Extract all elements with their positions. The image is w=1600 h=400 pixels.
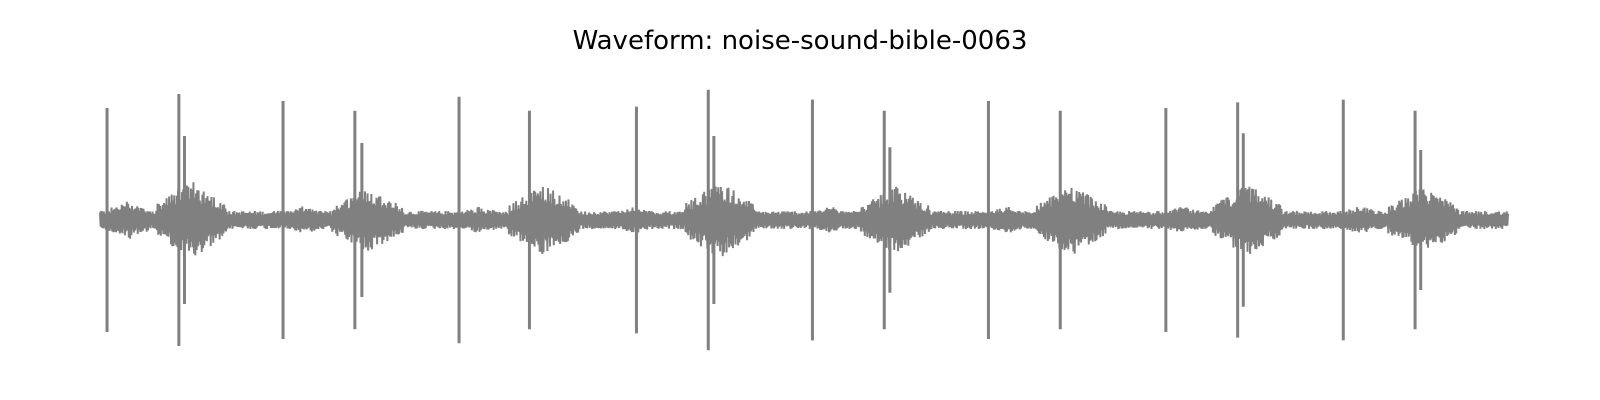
chart-title: Waveform: noise-sound-bible-0063 (572, 26, 1028, 56)
waveform-layer (99, 89, 1509, 351)
waveform-body (99, 182, 1509, 257)
